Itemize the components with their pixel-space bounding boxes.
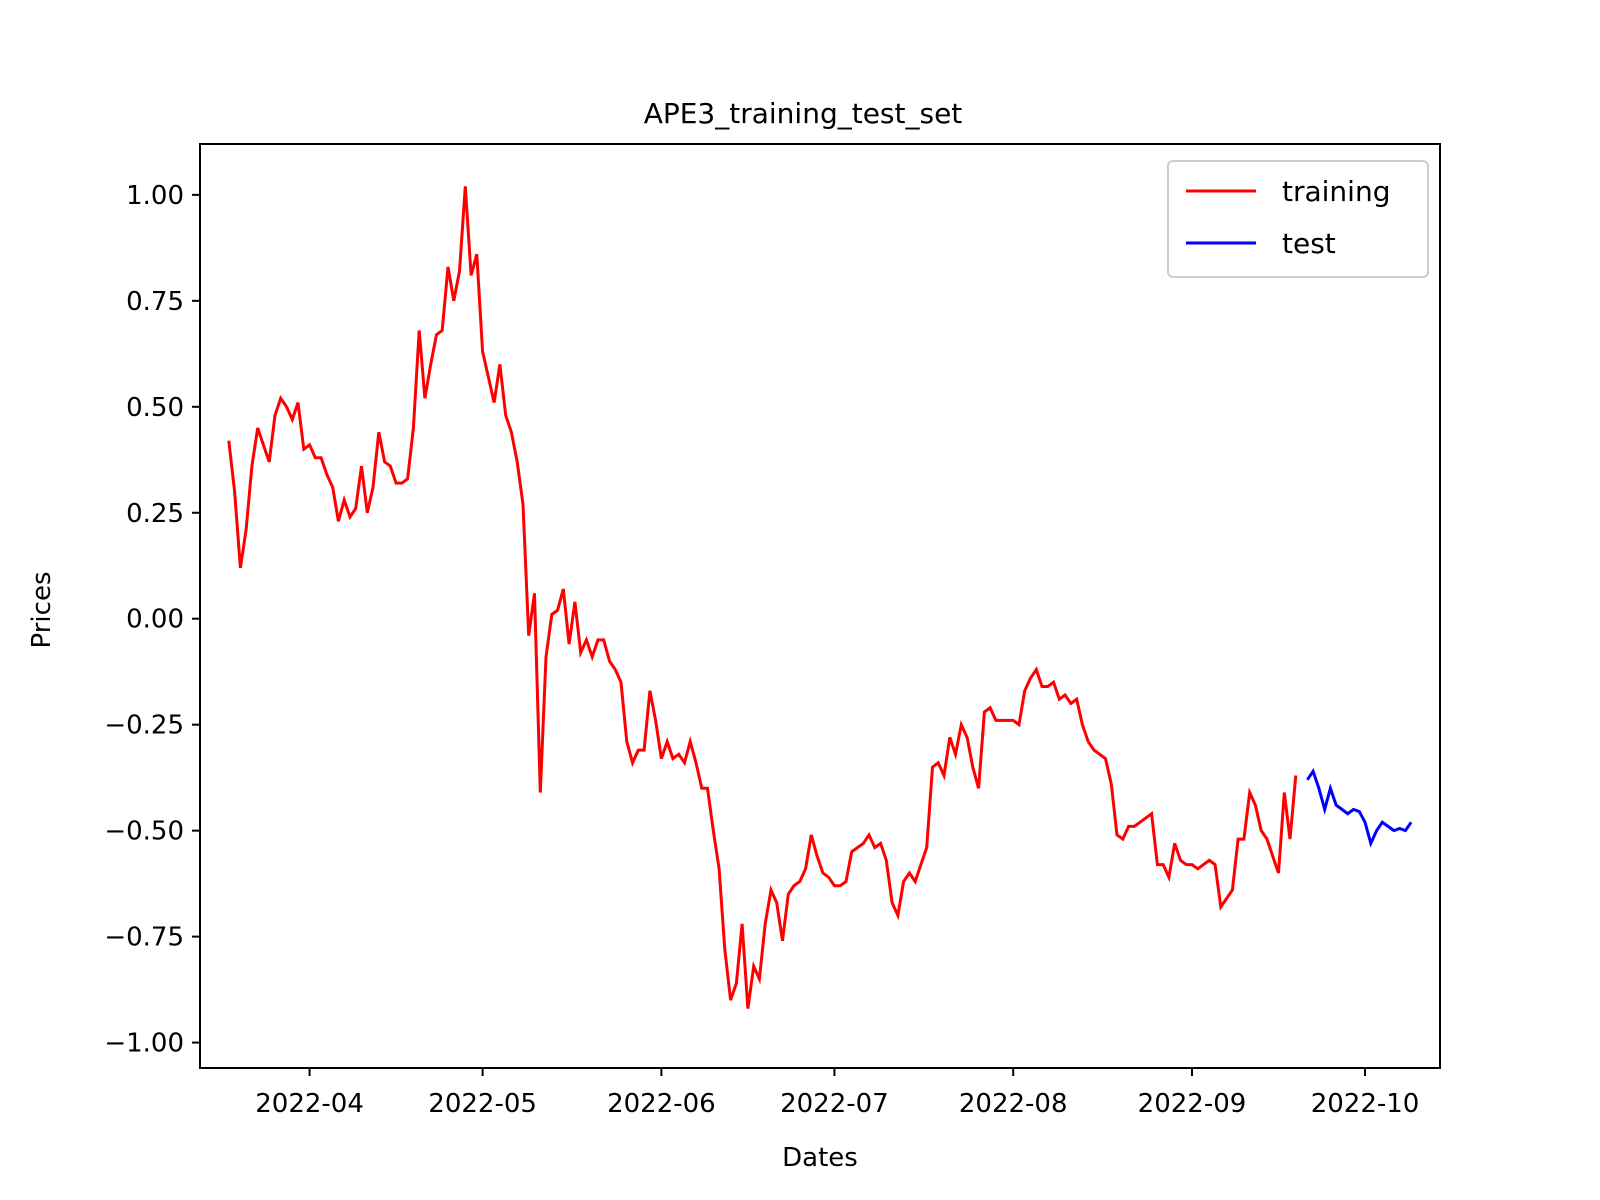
x-axis: 2022-04 2022-05 2022-06 2022-07 2022-08 2022-… — [255, 1068, 1419, 1119]
legend: training test — [1167, 160, 1429, 278]
y-tick-label: −0.25 — [104, 711, 184, 741]
y-tick-label: −0.50 — [104, 817, 184, 847]
series-line-test — [1306, 767, 1413, 848]
x-tick-label: 2022-07 — [780, 1089, 889, 1119]
y-tick-label: 0.00 — [126, 605, 184, 635]
y-axis: 1.00 0.75 0.50 0.25 0.00 −0.25 −0.50 −0.75 −1.00 — [104, 181, 200, 1059]
y-tick-label: 0.75 — [126, 287, 184, 317]
series-layer — [227, 186, 1413, 1009]
chart-title: APE3_training_test_set — [644, 97, 963, 130]
y-axis-label: Prices — [27, 572, 57, 649]
x-tick-label: 2022-10 — [1311, 1089, 1420, 1119]
x-tick-label: 2022-09 — [1138, 1089, 1247, 1119]
axes-frame — [199, 143, 1441, 1069]
y-tick-label: −0.75 — [104, 923, 184, 953]
y-tick-label: −1.00 — [104, 1029, 184, 1059]
x-tick-label: 2022-06 — [607, 1089, 716, 1119]
y-tick-label: 1.00 — [126, 181, 184, 211]
x-axis-label: Dates — [782, 1143, 858, 1173]
y-tick-label: 0.50 — [126, 393, 184, 423]
series-line-training — [227, 186, 1298, 1009]
legend-label-training: training — [1282, 175, 1390, 208]
x-tick-label: 2022-05 — [428, 1089, 537, 1119]
x-tick-label: 2022-08 — [959, 1089, 1068, 1119]
legend-label-test: test — [1282, 227, 1336, 260]
y-tick-label: 0.25 — [126, 499, 184, 529]
x-tick-label: 2022-04 — [255, 1089, 364, 1119]
